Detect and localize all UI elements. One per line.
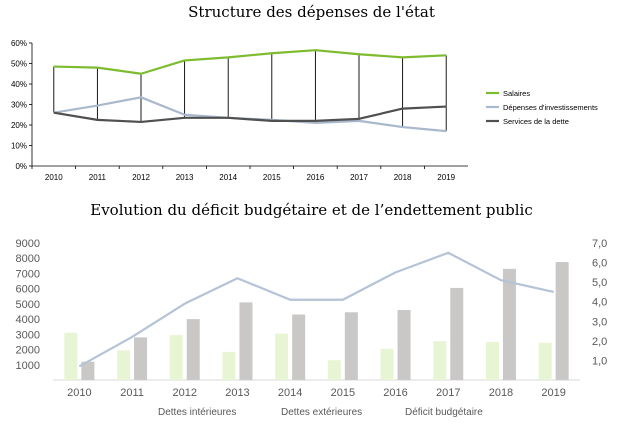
legend-label-dettes-exterieures: Dettes extérieures — [281, 407, 362, 418]
y-tick-label: 4000 — [16, 314, 40, 326]
bar-dettes-exterieures — [397, 309, 411, 380]
x-tick-label: 2016 — [383, 387, 407, 399]
bar-dettes-exterieures — [450, 287, 464, 380]
bar-dettes-interieures — [169, 335, 183, 380]
x-tick-label: 2010 — [67, 387, 91, 399]
bar-dettes-interieures — [538, 342, 552, 380]
x-tick-label: 2013 — [176, 173, 194, 182]
y2-tick-label: 2,0 — [592, 336, 607, 348]
bar-dettes-exterieures — [555, 262, 569, 380]
bar-dettes-interieures — [222, 351, 236, 380]
legend-label-deficit-budgetaire: Déficit budgétaire — [405, 407, 483, 418]
y-tick-label: 9000 — [16, 238, 40, 250]
y-tick-label: 7000 — [16, 268, 40, 280]
y2-tick-label: 5,0 — [592, 277, 607, 289]
x-tick-label: 2019 — [541, 387, 565, 399]
bar-dettes-interieures — [117, 350, 131, 380]
y2-tick-label: 7,0 — [592, 238, 607, 250]
bar-dettes-interieures — [64, 332, 78, 380]
y-tick-label: 5000 — [16, 299, 40, 311]
x-tick-label: 2017 — [350, 173, 368, 182]
series-line-salaires — [53, 49, 447, 75]
x-tick-label: 2013 — [225, 387, 249, 399]
y-tick-label: 8000 — [16, 253, 40, 265]
y-tick-label: 30% — [11, 101, 27, 110]
x-tick-label: 2018 — [489, 387, 513, 399]
bar-dettes-interieures — [433, 341, 447, 380]
x-tick-label: 2017 — [436, 387, 460, 399]
bar-dettes-exterieures — [186, 319, 200, 380]
x-tick-label: 2011 — [120, 387, 144, 399]
chart2-title: Evolution du déficit budgétaire et de l’… — [90, 201, 533, 219]
bar-dettes-exterieures — [292, 314, 306, 380]
y-tick-label: 6000 — [16, 284, 40, 296]
x-tick-label: 2012 — [173, 387, 197, 399]
y-tick-label: 20% — [11, 121, 27, 130]
y-tick-label: 40% — [11, 80, 27, 89]
legend-label-salaires: Salaires — [503, 89, 530, 98]
bar-dettes-exterieures — [239, 302, 253, 380]
expenditure-structure-chart: 0% 10% 20% 30% 40% 50% 60% 2010 2011 2012 2013 2014… — [11, 39, 598, 182]
x-tick-label: 2015 — [331, 387, 355, 399]
x-tick-label: 2010 — [45, 173, 63, 182]
y-tick-label: 1000 — [16, 360, 40, 372]
x-tick-label: 2018 — [394, 173, 412, 182]
bar-dettes-exterieures — [134, 337, 148, 380]
y-tick-label: 50% — [11, 60, 27, 69]
y2-tick-label: 4,0 — [592, 297, 607, 309]
x-tick-label: 2019 — [437, 173, 455, 182]
y2-tick-label: 6,0 — [592, 258, 607, 270]
bar-dettes-interieures — [275, 333, 289, 380]
x-tick-label: 2014 — [278, 387, 302, 399]
legend-label-depenses-d-investissements: Dépenses d'investissements — [503, 103, 598, 112]
series-line-deficit-budgetaire — [78, 251, 554, 368]
x-tick-label: 2011 — [89, 173, 107, 182]
legend-label-dettes-interieures: Dettes intérieures — [158, 407, 236, 418]
bar-dettes-interieures — [485, 341, 499, 380]
x-tick-label: 2014 — [219, 173, 237, 182]
bar-dettes-interieures — [380, 348, 394, 380]
y-tick-label: 3000 — [16, 329, 40, 341]
legend-label-services-de-la-dette: Services de la dette — [503, 117, 569, 126]
y-tick-label: 0% — [15, 162, 27, 171]
y-tick-label: 60% — [11, 39, 27, 48]
series-line-services-de-la-dette — [53, 105, 447, 124]
bar-dettes-interieures — [327, 360, 341, 380]
chart1-title: Structure des dépenses de l'état — [188, 3, 435, 21]
x-tick-label: 2015 — [263, 173, 281, 182]
y-tick-label: 10% — [11, 142, 27, 151]
x-tick-label: 2012 — [132, 173, 150, 182]
y2-tick-label: 1,0 — [592, 355, 607, 367]
x-tick-label: 2016 — [307, 173, 325, 182]
y2-tick-label: 3,0 — [592, 316, 607, 328]
bar-dettes-exterieures — [81, 361, 95, 380]
bar-dettes-exterieures — [344, 312, 358, 380]
y-tick-label: 2000 — [16, 345, 40, 357]
bar-dettes-exterieures — [502, 268, 516, 380]
